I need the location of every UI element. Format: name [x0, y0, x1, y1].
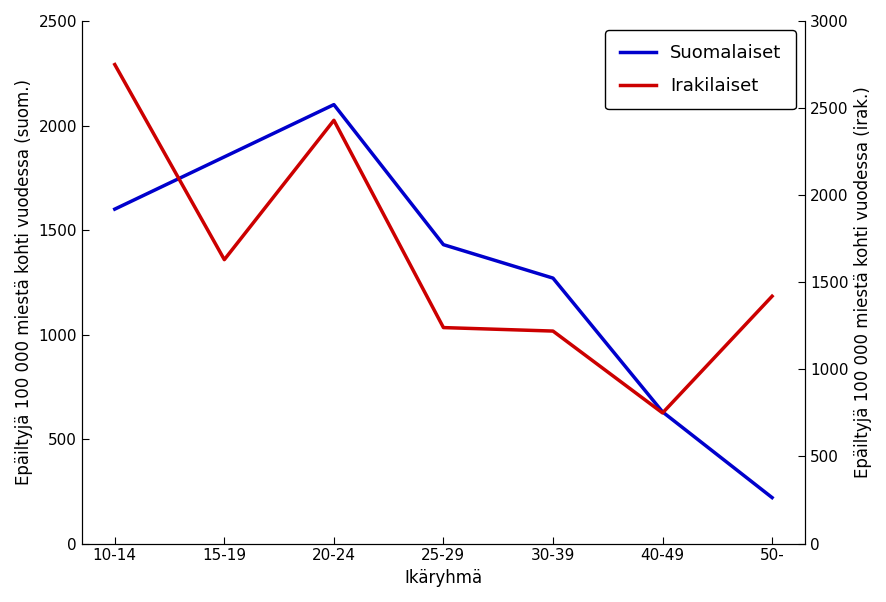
Irakilaiset: [547, 327, 557, 335]
Irakilaiset: [109, 61, 120, 68]
Y-axis label: Epäiltyjä 100 000 miestä kohti vuodessa (suom.): Epäiltyjä 100 000 miestä kohti vuodessa …: [15, 79, 33, 485]
Irakilaiset: [766, 293, 776, 300]
Suomalaiset: [219, 154, 229, 161]
Suomalaiset: [328, 101, 338, 108]
Suomalaiset: [547, 275, 557, 282]
Irakilaiset: [438, 324, 448, 331]
Irakilaiset: [328, 117, 338, 124]
X-axis label: Ikäryhmä: Ikäryhmä: [404, 569, 482, 587]
Y-axis label: Epäiltyjä 100 000 miestä kohti vuodessa (irak.): Epäiltyjä 100 000 miestä kohti vuodessa …: [853, 87, 871, 478]
Line: Irakilaiset: Irakilaiset: [114, 64, 771, 413]
Irakilaiset: [657, 409, 667, 417]
Suomalaiset: [657, 408, 667, 415]
Line: Suomalaiset: Suomalaiset: [114, 105, 771, 498]
Suomalaiset: [438, 241, 448, 248]
Irakilaiset: [219, 256, 229, 263]
Suomalaiset: [109, 205, 120, 213]
Suomalaiset: [766, 494, 776, 501]
Legend: Suomalaiset, Irakilaiset: Suomalaiset, Irakilaiset: [604, 30, 795, 110]
